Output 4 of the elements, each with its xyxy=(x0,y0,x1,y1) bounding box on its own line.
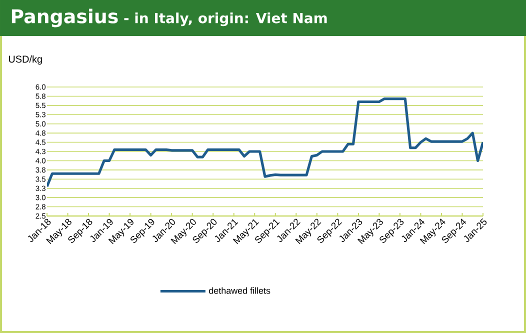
chart-subtitle: - in Italy, origin: Viet Nam xyxy=(124,12,327,26)
chart-title: Pangasius xyxy=(12,8,118,28)
text: dethawed fillets xyxy=(209,287,270,294)
y-axis-title: USD/kg xyxy=(8,55,42,65)
